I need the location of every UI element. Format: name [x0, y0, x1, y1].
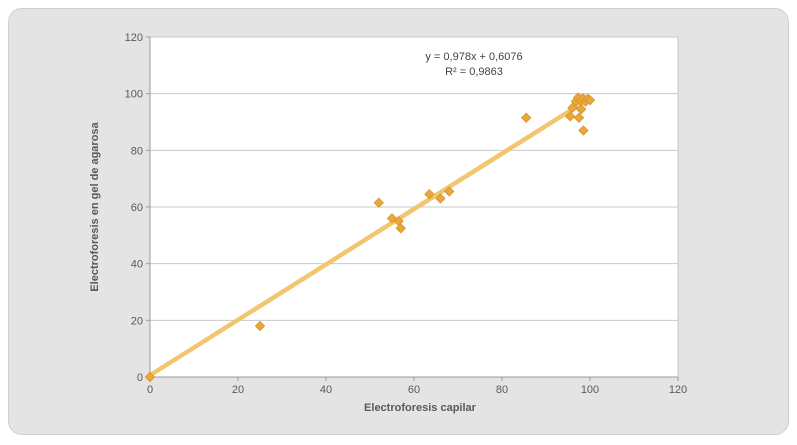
y-tick-label: 100	[125, 89, 143, 101]
x-tick-label: 120	[669, 384, 687, 396]
x-tick-label: 20	[232, 384, 244, 396]
x-axis-title: Electroforesis capilar	[364, 402, 476, 414]
data-point	[520, 112, 532, 123]
y-tick-label: 80	[131, 145, 143, 157]
y-tick-label: 60	[131, 202, 143, 214]
data-point	[567, 102, 578, 114]
data-point	[578, 125, 589, 136]
data-point	[395, 223, 407, 234]
trendline	[147, 95, 593, 378]
y-tick-label: 20	[131, 315, 143, 327]
trendline-equation: y = 0,978x + 0,6076	[425, 51, 523, 63]
y-tick-label: 40	[131, 259, 143, 271]
data-point	[575, 104, 587, 115]
x-tick-label: 40	[320, 384, 332, 396]
data-point	[435, 193, 446, 204]
x-tick-label: 100	[581, 384, 599, 396]
data-point	[144, 371, 156, 383]
data-point	[373, 197, 385, 208]
y-tick-label: 0	[137, 372, 143, 384]
y-axis-title: Electroforesis en gel de agarosa	[89, 122, 101, 292]
x-tick-label: 80	[496, 384, 508, 396]
data-point	[443, 186, 455, 197]
r-squared-value: R² = 0,9863	[445, 66, 503, 78]
x-tick-label: 60	[408, 384, 420, 396]
data-point	[254, 320, 266, 332]
y-tick-label: 120	[125, 32, 143, 44]
data-point	[573, 112, 585, 123]
trendline-annotation: y = 0,978x + 0,6076 R² = 0,9863	[384, 50, 564, 80]
x-tick-label: 0	[147, 384, 153, 396]
data-point	[584, 94, 596, 106]
data-point	[564, 111, 576, 122]
data-point	[424, 189, 435, 200]
